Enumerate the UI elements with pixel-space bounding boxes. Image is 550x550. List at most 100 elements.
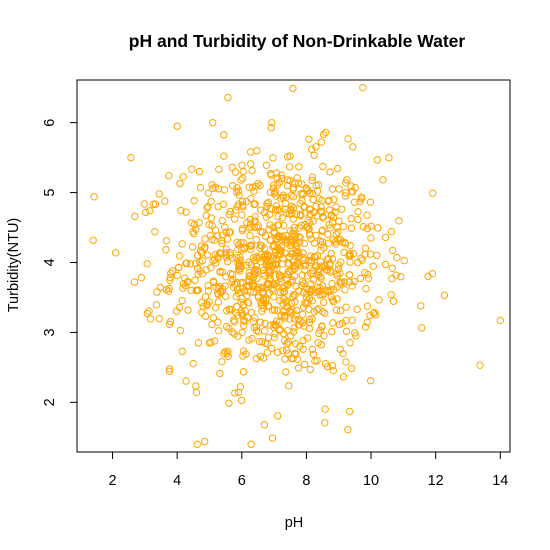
data-point — [286, 268, 294, 276]
data-point — [239, 352, 247, 360]
data-point — [358, 256, 367, 264]
data-point — [379, 176, 387, 184]
data-point — [203, 204, 211, 212]
data-point — [146, 315, 155, 323]
data-point — [238, 197, 247, 206]
data-point — [269, 154, 277, 162]
data-point — [174, 263, 183, 272]
data-point — [239, 167, 247, 176]
data-point — [267, 171, 275, 179]
data-point — [265, 225, 273, 233]
data-point — [286, 315, 294, 323]
data-point — [246, 148, 255, 156]
data-point — [137, 273, 146, 282]
data-point — [306, 205, 315, 214]
data-point — [195, 258, 204, 266]
data-point — [347, 182, 355, 190]
data-point — [332, 203, 340, 211]
data-point — [207, 197, 215, 206]
data-point — [294, 179, 303, 187]
data-point — [231, 389, 239, 397]
data-point — [229, 283, 238, 292]
data-point — [496, 316, 505, 325]
data-point — [250, 187, 258, 195]
data-point — [246, 231, 254, 240]
data-point — [248, 183, 257, 191]
data-point — [389, 297, 398, 305]
data-point — [310, 208, 318, 216]
x-tick-label: 6 — [238, 473, 246, 489]
data-point — [214, 290, 222, 299]
data-point — [319, 130, 328, 139]
data-point — [311, 253, 320, 261]
data-point — [297, 189, 305, 198]
data-point — [265, 261, 273, 269]
data-point — [192, 259, 200, 268]
data-point — [366, 376, 375, 385]
data-point — [224, 352, 232, 361]
data-point — [300, 256, 308, 265]
data-point — [271, 329, 279, 338]
data-point — [309, 217, 317, 225]
data-point — [313, 187, 322, 195]
data-point — [395, 217, 403, 225]
data-point — [333, 164, 342, 173]
data-point — [258, 242, 266, 250]
data-point — [187, 286, 195, 295]
data-point — [332, 240, 340, 248]
data-point — [321, 262, 329, 270]
data-point — [312, 231, 320, 240]
data-point — [323, 287, 332, 295]
data-point — [328, 255, 337, 263]
data-point — [345, 271, 354, 279]
data-points — [89, 83, 505, 449]
data-point — [153, 288, 161, 296]
data-point — [288, 210, 296, 218]
data-point — [204, 203, 212, 211]
data-point — [261, 232, 270, 240]
data-point — [253, 266, 262, 274]
data-point — [183, 259, 191, 267]
data-point — [89, 236, 97, 244]
data-point — [266, 188, 275, 197]
data-point — [369, 262, 377, 270]
data-point — [268, 306, 277, 314]
x-tick-label: 10 — [363, 473, 379, 489]
data-point — [429, 189, 437, 197]
data-point — [344, 426, 352, 434]
data-point — [225, 399, 233, 407]
data-point — [181, 281, 189, 290]
data-point — [367, 234, 375, 242]
data-point — [250, 288, 258, 296]
data-point — [326, 224, 334, 232]
data-point — [275, 271, 284, 279]
data-point — [308, 296, 317, 305]
data-point — [188, 243, 197, 251]
data-point — [356, 274, 365, 283]
data-point — [264, 268, 273, 276]
data-point — [306, 288, 315, 296]
data-point — [286, 227, 295, 235]
data-point — [295, 253, 303, 261]
data-point — [149, 200, 158, 208]
data-point — [388, 274, 396, 283]
data-point — [316, 257, 325, 266]
data-point — [314, 267, 323, 276]
data-point — [336, 269, 344, 277]
data-point — [300, 279, 308, 288]
data-point — [388, 246, 397, 255]
data-point — [214, 298, 223, 306]
data-point — [256, 318, 265, 326]
data-point — [329, 366, 338, 375]
data-point — [292, 311, 301, 319]
data-point — [256, 227, 265, 236]
data-point — [306, 365, 314, 374]
data-point — [359, 83, 367, 92]
data-point — [206, 232, 215, 240]
data-point — [385, 154, 393, 162]
data-point — [295, 163, 303, 171]
data-point — [317, 341, 326, 349]
data-point — [280, 295, 288, 303]
data-point — [354, 215, 362, 224]
data-point — [262, 283, 271, 291]
